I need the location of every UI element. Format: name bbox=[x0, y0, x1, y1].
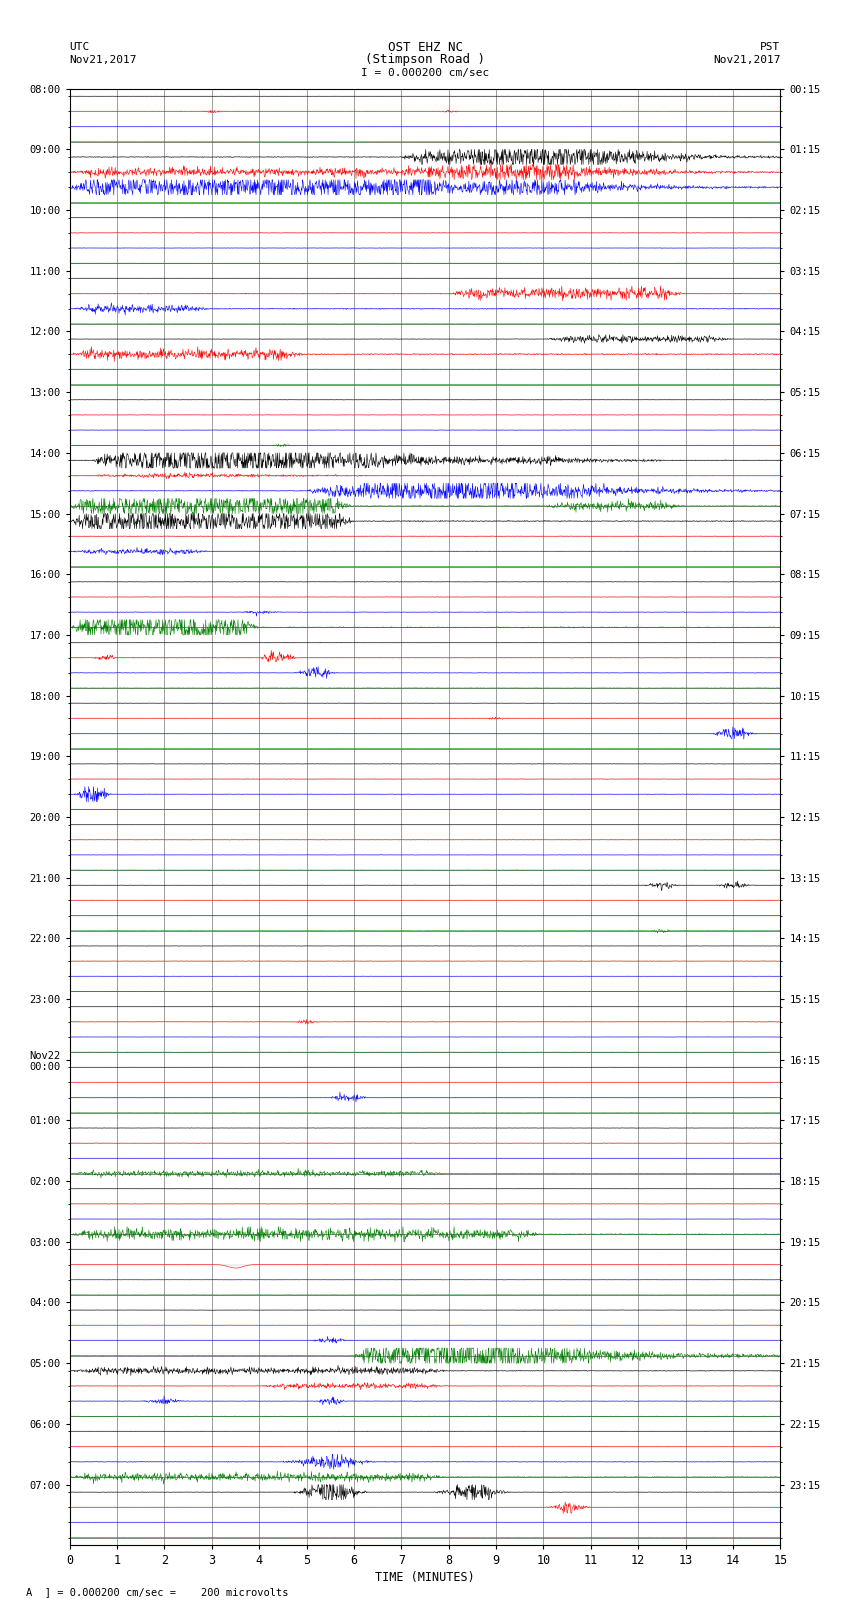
Text: PST: PST bbox=[760, 42, 780, 52]
Text: (Stimpson Road ): (Stimpson Road ) bbox=[365, 53, 485, 66]
X-axis label: TIME (MINUTES): TIME (MINUTES) bbox=[375, 1571, 475, 1584]
Text: UTC: UTC bbox=[70, 42, 90, 52]
Text: OST EHZ NC: OST EHZ NC bbox=[388, 40, 462, 53]
Text: Nov21,2017: Nov21,2017 bbox=[70, 55, 137, 65]
Text: A  ] = 0.000200 cm/sec =    200 microvolts: A ] = 0.000200 cm/sec = 200 microvolts bbox=[26, 1587, 288, 1597]
Text: I = 0.000200 cm/sec: I = 0.000200 cm/sec bbox=[361, 68, 489, 77]
Text: Nov21,2017: Nov21,2017 bbox=[713, 55, 780, 65]
